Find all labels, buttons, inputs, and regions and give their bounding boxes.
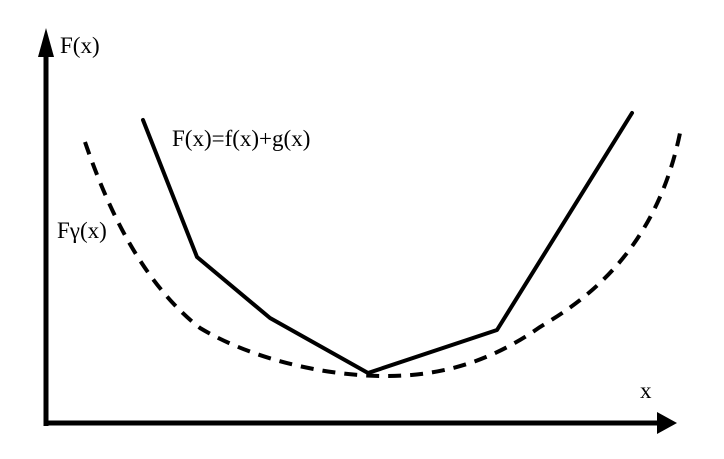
y-axis-arrowhead-icon bbox=[38, 28, 54, 57]
solid-curve bbox=[141, 111, 634, 375]
dashed-curve-label: Fγ(x) bbox=[57, 218, 107, 243]
dashed-curve bbox=[83, 132, 682, 379]
y-axis-label: F(x) bbox=[60, 33, 100, 58]
solid-curve-label: F(x)=f(x)+g(x) bbox=[172, 126, 311, 151]
x-axis-arrowhead-icon bbox=[657, 412, 677, 434]
x-axis-label: x bbox=[640, 378, 652, 403]
